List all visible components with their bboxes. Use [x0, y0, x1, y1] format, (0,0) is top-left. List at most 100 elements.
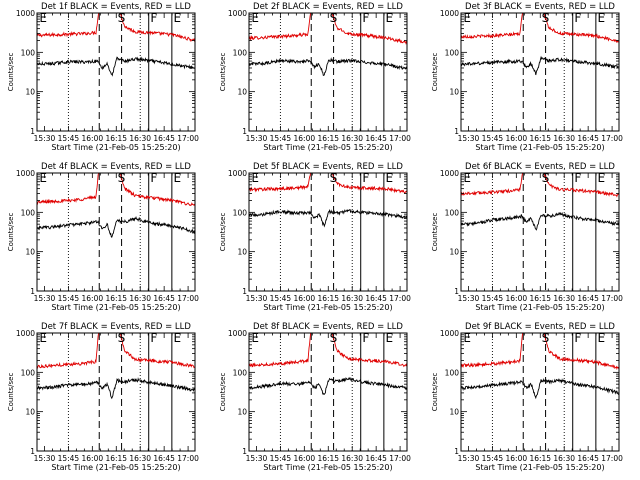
- x-tick-label: 15:45: [58, 294, 80, 303]
- y-tick-label: 1000: [440, 9, 459, 18]
- panel-title: Det 2f BLACK = Events, RED = LLD: [253, 2, 403, 12]
- flag-letter-f: F: [574, 11, 581, 25]
- flag-letter-e: E: [39, 11, 47, 25]
- flag-letter-f: F: [362, 171, 369, 185]
- flag-letter-f: F: [150, 331, 157, 345]
- panel-1: Det 1f BLACK = Events, RED = LLD 1 10 100 10…: [7, 2, 199, 152]
- y-tick-label: 1000: [440, 169, 459, 178]
- panel-title: Det 9f BLACK = Events, RED = LLD: [465, 322, 615, 332]
- x-axis-label: Start Time (21-Feb-05 15:25:20): [51, 303, 180, 312]
- flag-letter-s: S: [330, 171, 338, 185]
- x-tick-label: 17:00: [601, 134, 623, 143]
- y-axis-label: Counts/sec: [7, 53, 15, 92]
- events-series-line: [37, 56, 195, 77]
- y-tick-label: 10: [237, 408, 247, 417]
- y-axis-label: Counts/sec: [7, 213, 15, 252]
- y-tick-label: 10: [449, 88, 459, 97]
- y-tick-label: 1000: [16, 169, 35, 178]
- x-tick-label: 16:00: [82, 294, 104, 303]
- panel-7: Det 7f BLACK = Events, RED = LLD 1 10 100 10…: [7, 322, 199, 472]
- y-axis-label: Counts/sec: [219, 213, 227, 252]
- y-axis-label: Counts/sec: [431, 373, 439, 412]
- flag-letter-f: F: [362, 331, 369, 345]
- x-tick-label: 16:30: [341, 454, 363, 463]
- x-axis-label: Start Time (21-Feb-05 15:25:20): [263, 143, 392, 152]
- x-tick-label: 16:00: [82, 134, 104, 143]
- panel-title: Det 3f BLACK = Events, RED = LLD: [465, 2, 615, 12]
- x-tick-label: 16:00: [294, 134, 316, 143]
- flag-letter-s: S: [542, 11, 550, 25]
- x-tick-label: 15:30: [458, 454, 480, 463]
- flag-letter-s: S: [330, 11, 338, 25]
- flag-letter-f: F: [574, 331, 581, 345]
- x-axis-label: Start Time (21-Feb-05 15:25:20): [475, 463, 604, 472]
- lld-series-line: [461, 333, 619, 371]
- panel-title: Det 5f BLACK = Events, RED = LLD: [253, 162, 403, 172]
- x-tick-label: 15:30: [246, 294, 268, 303]
- x-tick-label: 15:45: [270, 134, 292, 143]
- flag-letter-e: E: [39, 171, 47, 185]
- y-tick-label: 100: [21, 48, 36, 57]
- x-tick-label: 16:30: [553, 134, 575, 143]
- x-tick-label: 16:00: [294, 454, 316, 463]
- y-tick-label: 1: [242, 127, 247, 136]
- x-tick-label: 16:45: [153, 294, 175, 303]
- x-tick-label: 17:00: [601, 294, 623, 303]
- x-tick-label: 16:15: [105, 294, 127, 303]
- x-tick-label: 16:15: [317, 134, 339, 143]
- y-axis-label: Counts/sec: [219, 373, 227, 412]
- flag-letter-s: S: [118, 11, 126, 25]
- y-tick-label: 1: [30, 287, 35, 296]
- panel-title: Det 6f BLACK = Events, RED = LLD: [465, 162, 615, 172]
- y-tick-label: 10: [25, 248, 35, 257]
- y-tick-label: 100: [21, 208, 36, 217]
- flag-letter-e: E: [385, 171, 393, 185]
- y-tick-label: 100: [233, 208, 248, 217]
- x-tick-label: 16:30: [129, 454, 151, 463]
- events-series-line: [461, 211, 619, 231]
- x-tick-label: 16:45: [577, 134, 599, 143]
- y-axis-label: Counts/sec: [7, 373, 15, 412]
- x-axis-label: Start Time (21-Feb-05 15:25:20): [475, 303, 604, 312]
- x-axis-label: Start Time (21-Feb-05 15:25:20): [51, 463, 180, 472]
- y-tick-label: 1: [30, 447, 35, 456]
- flag-letter-s: S: [542, 171, 550, 185]
- x-tick-label: 16:15: [105, 134, 127, 143]
- flag-letter-s: S: [542, 331, 550, 345]
- x-tick-label: 15:45: [270, 294, 292, 303]
- flag-letter-e: E: [251, 11, 259, 25]
- flag-letter-f: F: [150, 171, 157, 185]
- events-series-line: [249, 208, 407, 228]
- x-tick-label: 16:15: [529, 454, 551, 463]
- x-tick-label: 16:45: [577, 454, 599, 463]
- lld-series-line: [461, 13, 619, 44]
- x-tick-label: 16:00: [506, 294, 528, 303]
- panel-grid: Det 1f BLACK = Events, RED = LLD 1 10 100 10…: [7, 2, 623, 472]
- flag-letter-e: E: [173, 331, 181, 345]
- x-tick-label: 16:30: [341, 134, 363, 143]
- y-tick-label: 1000: [228, 169, 247, 178]
- y-tick-label: 10: [449, 248, 459, 257]
- x-axis-label: Start Time (21-Feb-05 15:25:20): [263, 463, 392, 472]
- flag-letter-e: E: [463, 171, 471, 185]
- x-tick-label: 16:45: [365, 454, 387, 463]
- lld-series-line: [249, 333, 407, 368]
- y-tick-label: 1000: [440, 329, 459, 338]
- y-tick-label: 100: [445, 368, 460, 377]
- panel-9: Det 9f BLACK = Events, RED = LLD 1 10 100 10…: [431, 322, 623, 472]
- y-tick-label: 1: [454, 287, 459, 296]
- x-tick-label: 17:00: [177, 134, 199, 143]
- x-tick-label: 16:30: [129, 134, 151, 143]
- x-tick-label: 16:30: [341, 294, 363, 303]
- y-tick-label: 10: [237, 88, 247, 97]
- x-tick-label: 16:15: [529, 294, 551, 303]
- lld-series-line: [249, 13, 407, 45]
- events-series-line: [249, 57, 407, 76]
- x-tick-label: 15:45: [482, 294, 504, 303]
- lld-series-line: [461, 173, 619, 198]
- x-tick-label: 16:45: [365, 134, 387, 143]
- x-tick-label: 16:45: [153, 134, 175, 143]
- y-tick-label: 1: [454, 447, 459, 456]
